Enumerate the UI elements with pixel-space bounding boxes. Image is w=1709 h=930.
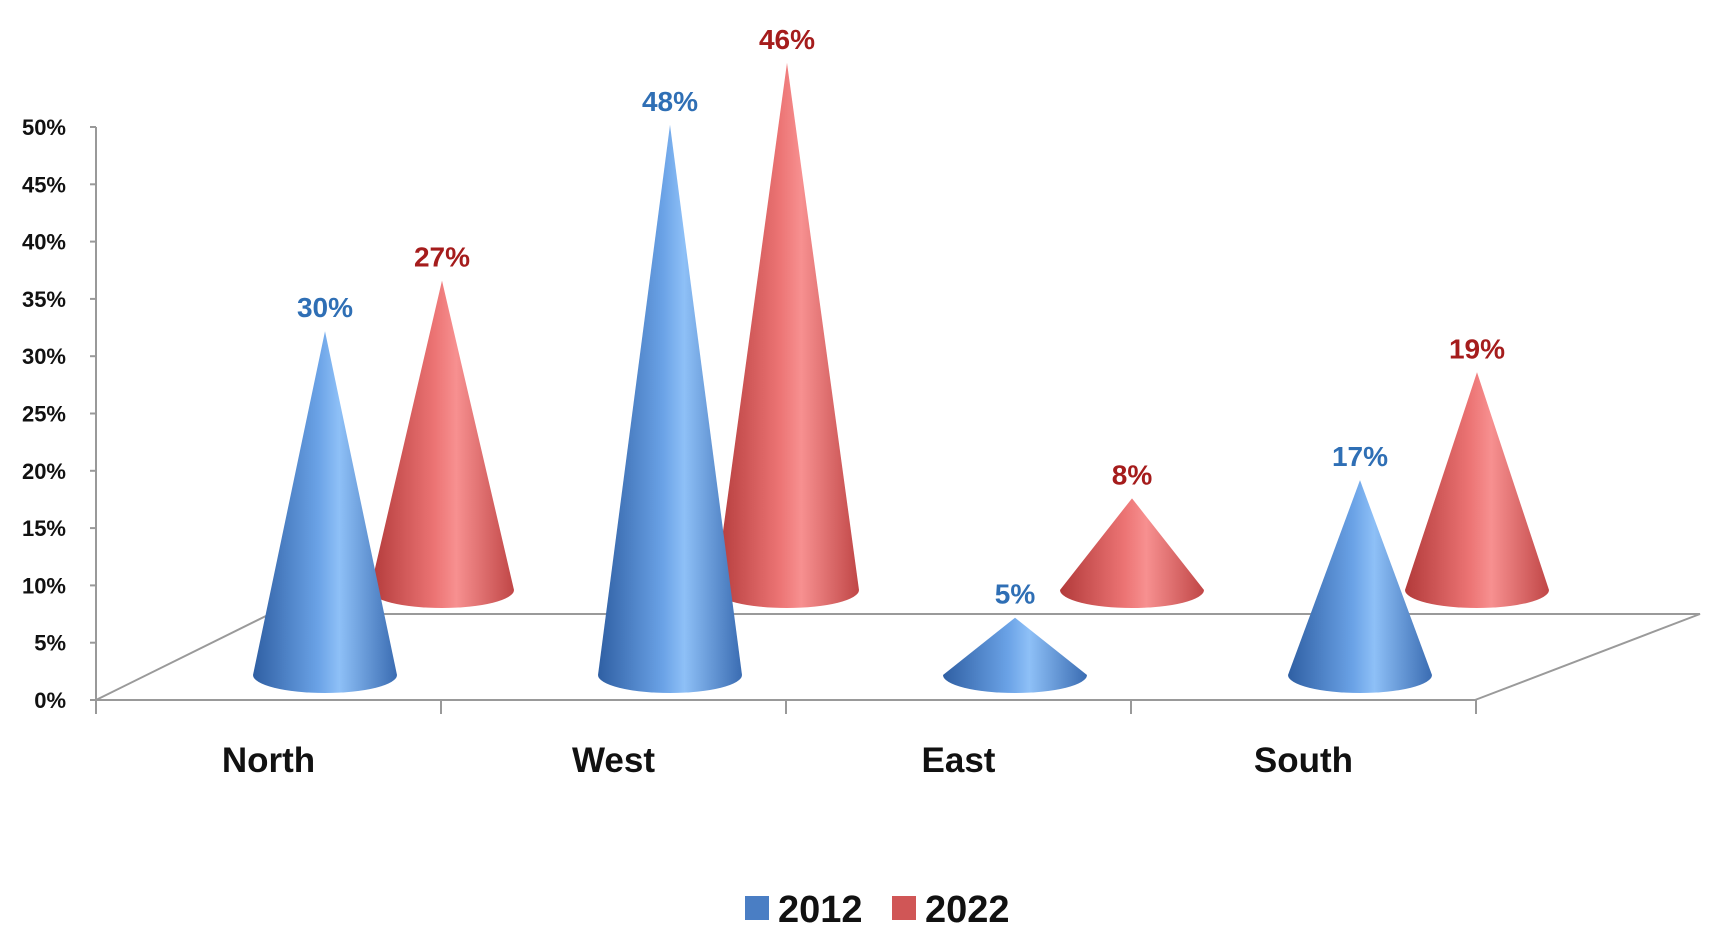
cone-mark	[943, 617, 1087, 693]
y-tick-label: 40%	[22, 230, 66, 255]
y-tick-label: 10%	[22, 573, 66, 598]
y-tick-label: 45%	[22, 172, 66, 197]
cone-mark	[715, 62, 859, 608]
x-axis-ticks	[95, 700, 1477, 714]
cone-mark	[1405, 372, 1549, 608]
cone-mark	[598, 124, 742, 694]
category-labels: North West East South	[222, 741, 1353, 780]
floor-outline	[95, 613, 1701, 701]
legend-swatch-2012	[745, 896, 769, 920]
y-tick-label: 35%	[22, 287, 66, 312]
y-axis-ticks: 0% 5% 10% 15% 20% 25% 30% 35% 40% 45% 50%	[22, 115, 96, 713]
legend-label-2012: 2012	[778, 889, 863, 930]
cone-mark	[370, 280, 514, 608]
legend-label-2022: 2022	[925, 889, 1010, 930]
data-label: 48%	[642, 86, 698, 117]
category-label: South	[1254, 741, 1353, 780]
legend-swatch-2022	[892, 896, 916, 920]
cone-mark	[1288, 480, 1432, 693]
y-tick-label: 5%	[34, 631, 66, 656]
data-label: 19%	[1449, 333, 1505, 364]
cone-2022-north	[370, 280, 514, 608]
cone-2012-east	[943, 617, 1087, 693]
y-tick-label: 25%	[22, 402, 66, 427]
y-tick-label: 20%	[22, 459, 66, 484]
y-tick-label: 50%	[22, 115, 66, 140]
y-tick-label: 15%	[22, 516, 66, 541]
cone-2022-south	[1405, 372, 1549, 608]
y-tick-label: 0%	[34, 688, 66, 713]
cone-2022-west	[715, 62, 859, 608]
cone-mark	[1060, 498, 1204, 608]
category-label: West	[572, 741, 655, 780]
cone-2012-north	[253, 331, 397, 693]
cone-2012-south	[1288, 480, 1432, 693]
data-label: 30%	[297, 292, 353, 323]
cone-2012-west	[598, 124, 742, 694]
data-label: 17%	[1332, 441, 1388, 472]
data-label: 5%	[995, 579, 1036, 610]
cone-mark	[253, 331, 397, 693]
y-tick-label: 30%	[22, 344, 66, 369]
cone-series	[253, 62, 1549, 694]
data-labels: 27% 46% 8% 19% 30% 48% 5% 17%	[297, 24, 1505, 610]
category-label: East	[922, 741, 996, 780]
cone-2022-east	[1060, 498, 1204, 608]
data-label: 27%	[414, 242, 470, 273]
data-label: 46%	[759, 24, 815, 55]
category-label: North	[222, 741, 315, 780]
data-label: 8%	[1112, 459, 1153, 490]
legend: 2012 2022	[745, 889, 1010, 930]
